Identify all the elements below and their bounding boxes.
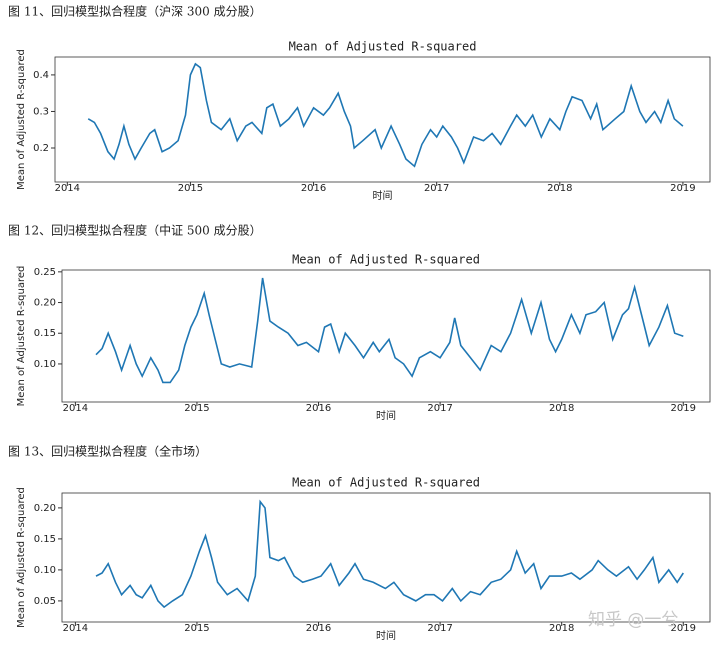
- x-tick-label: 2019: [671, 623, 696, 634]
- y-tick-label: 0.20: [34, 298, 56, 309]
- x-tick-label: 2015: [178, 183, 203, 194]
- data-line: [87, 62, 684, 168]
- plot-frame: [61, 492, 711, 623]
- x-tick-label: 2017: [427, 623, 452, 634]
- chart-title: Mean of Adjusted R-squared: [292, 253, 480, 267]
- y-tick-label: 0.15: [34, 328, 56, 339]
- y-tick-label: 0.2: [33, 143, 49, 154]
- x-tick-label: 2015: [184, 403, 209, 414]
- plot-frame: [54, 56, 711, 183]
- x-tick-label: 2016: [306, 623, 331, 634]
- y-axis-label: Mean of Adjusted R-squared: [16, 266, 27, 407]
- x-tick-label: 2014: [63, 623, 88, 634]
- chart-title: Mean of Adjusted R-squared: [289, 40, 477, 54]
- x-axis-label: 时间: [376, 629, 396, 642]
- data-line: [95, 499, 684, 609]
- y-tick-label: 0.10: [34, 565, 56, 576]
- x-tick-label: 2019: [670, 183, 695, 194]
- watermark: 知乎 @一兮: [588, 610, 678, 630]
- y-tick-label: 0.3: [33, 106, 49, 117]
- x-axis-label: 时间: [373, 189, 393, 202]
- x-axis-label: 时间: [376, 409, 396, 422]
- y-tick-label: 0.10: [34, 359, 56, 370]
- y-axis-label: Mean of Adjusted R-squared: [16, 487, 27, 628]
- figure-caption: 图 11、回归模型拟合程度（沪深 300 成分股）: [8, 4, 262, 19]
- x-tick-label: 2018: [547, 183, 572, 194]
- plot-frame: [61, 269, 711, 403]
- figure-caption: 图 13、回归模型拟合程度（全市场）: [8, 444, 207, 459]
- x-tick-label: 2015: [184, 623, 209, 634]
- x-tick-label: 2017: [427, 403, 452, 414]
- x-tick-label: 2014: [55, 183, 80, 194]
- x-tick-label: 2014: [63, 403, 88, 414]
- x-tick-label: 2017: [424, 183, 449, 194]
- y-tick-label: 0.25: [34, 267, 56, 278]
- y-tick-label: 0.20: [34, 503, 56, 514]
- y-tick-label: 0.15: [34, 534, 56, 545]
- x-tick-label: 2019: [671, 403, 696, 414]
- x-tick-label: 2016: [301, 183, 326, 194]
- data-line: [95, 277, 684, 384]
- chart-title: Mean of Adjusted R-squared: [292, 476, 480, 490]
- figure-caption: 图 12、回归模型拟合程度（中证 500 成分股）: [8, 223, 262, 238]
- y-tick-label: 0.4: [33, 70, 49, 81]
- x-tick-label: 2016: [306, 403, 331, 414]
- x-tick-label: 2018: [549, 403, 574, 414]
- y-axis-label: Mean of Adjusted R-squared: [16, 49, 27, 190]
- y-tick-label: 0.05: [34, 596, 56, 607]
- x-tick-label: 2018: [549, 623, 574, 634]
